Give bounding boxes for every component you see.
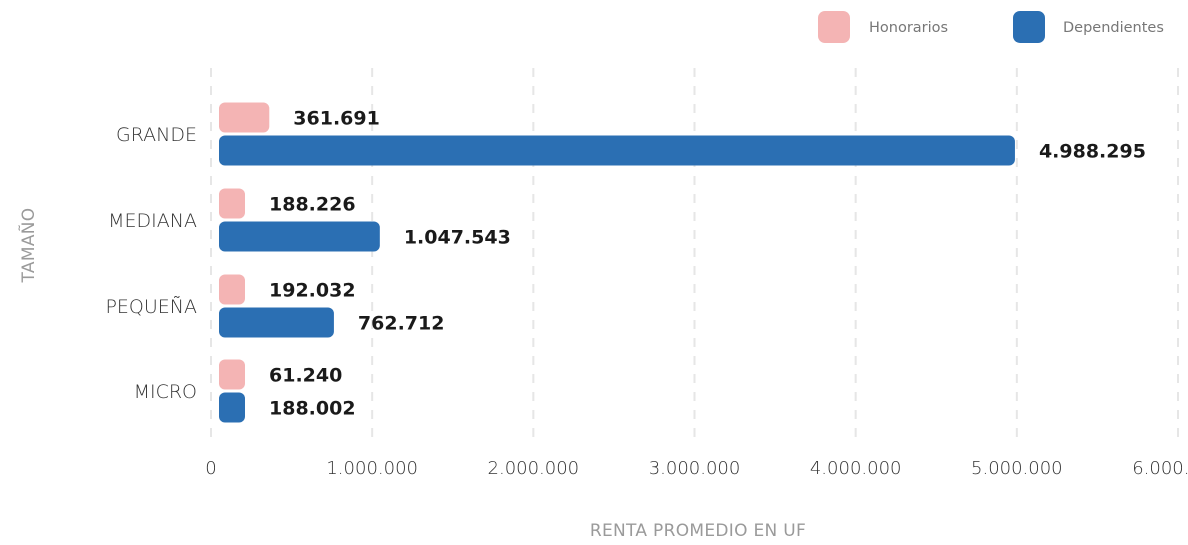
legend: Honorarios Dependientes [818, 11, 1164, 43]
category-label: GRANDE [116, 124, 197, 146]
data-label: 1.047.543 [404, 227, 511, 249]
x-tick-labels: 0 1.000.000 2.000.000 3.000.000 4.000.000 5.0… [205, 458, 1188, 479]
bar-dependientes [219, 221, 380, 252]
bar-honorarios [219, 274, 245, 305]
bars [219, 102, 1015, 423]
legend-label: Honorarios [869, 20, 948, 36]
bar-dependientes [219, 392, 245, 423]
data-label: 188.226 [269, 194, 356, 216]
bar-dependientes [219, 135, 1015, 166]
bar-honorarios [219, 359, 245, 390]
legend-swatch [1013, 11, 1045, 43]
data-label: 4.988.295 [1039, 141, 1146, 163]
x-tick-label: 5.000.000 [971, 458, 1063, 479]
data-labels: 361.691 4.988.295 188.226 1.047.543 192.0327… [269, 108, 1146, 420]
category-label: MEDIANA [108, 210, 197, 232]
x-tick-label: 6.000.000 [1132, 458, 1188, 479]
data-label: 188.002 [269, 398, 356, 420]
x-tick-label: 1.000.000 [326, 458, 418, 479]
bar-dependientes [219, 307, 334, 338]
data-label: 762.712 [358, 313, 445, 335]
x-tick-label: 0 [205, 458, 216, 479]
gridlines [210, 68, 1179, 438]
category-labels: GRANDE MEDIANA PEQUEÑA MICRO [105, 124, 197, 403]
category-label: PEQUEÑA [105, 295, 197, 318]
data-label: 361.691 [293, 108, 380, 130]
x-tick-label: 3.000.000 [649, 458, 741, 479]
data-label: 192.032 [269, 280, 356, 302]
y-axis-title: TAMAÑO [17, 208, 39, 284]
data-label: 61.240 [269, 365, 342, 387]
x-tick-label: 2.000.000 [488, 458, 580, 479]
bar-honorarios [219, 102, 270, 133]
x-tick-label: 4.000.000 [810, 458, 902, 479]
x-axis-title: RENTA PROMEDIO EN UF [590, 521, 806, 541]
bar-honorarios [219, 188, 245, 219]
category-label: MICRO [134, 381, 197, 403]
legend-label: Dependientes [1063, 20, 1164, 36]
legend-swatch [818, 11, 850, 43]
